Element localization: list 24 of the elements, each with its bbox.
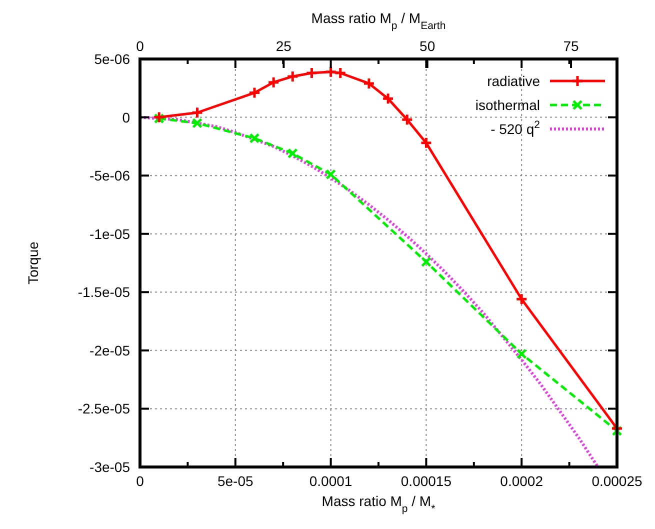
y-tick-label: -1e-05 [90,226,130,242]
x2-tick-label: 25 [276,38,292,54]
y-axis-title: Torque [25,241,41,284]
y-tick-label: -2.5e-05 [78,400,130,417]
y-tick-label: -1.5e-05 [78,284,130,300]
x-tick-label: 0.00015 [400,473,452,489]
x2-axis-title: Mass ratio M$_{p}$ / M$_{Earth}$ [311,10,446,32]
legend-label: - 520 q$^{2}$ [490,119,540,137]
x2-tick-label: 0 [136,38,144,54]
legend-label: isothermal [475,97,540,113]
y-tick-label: 0 [122,109,130,126]
y-tick-label: -5e-06 [90,168,130,184]
legend-label: radiative [487,73,540,89]
x-tick-label: 0.0002 [500,473,544,489]
x-tick-label: 5e-05 [217,473,254,489]
y-tick-label: -2e-05 [90,342,130,358]
x-tick-label: 0.0001 [309,473,352,489]
x2-tick-label: 50 [420,38,436,54]
x-tick-label: 0 [136,473,144,489]
x-tick-label: 0.00025 [592,473,643,489]
y-tick-label: -3e-05 [90,459,130,475]
y-tick-label: 5e-06 [94,51,130,67]
x2-tick-label: 75 [563,38,580,54]
x-axis-title: Mass ratio M$_{p}$ / M$_{*}$ [322,493,436,515]
